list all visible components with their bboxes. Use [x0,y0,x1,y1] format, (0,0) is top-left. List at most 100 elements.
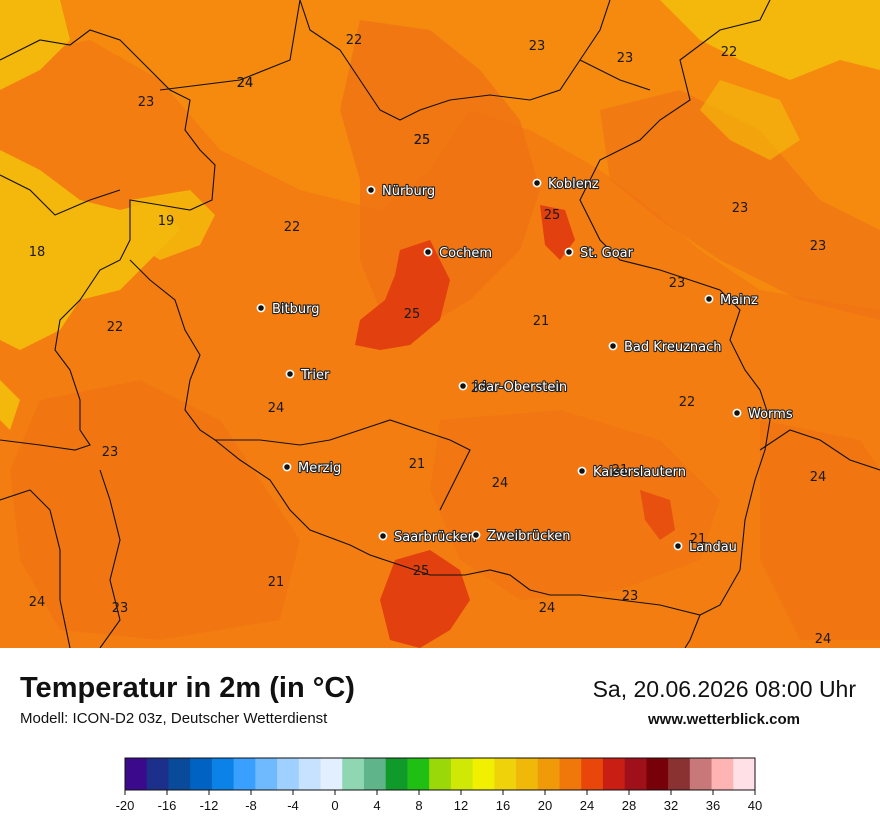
temperature-value: 23 [102,445,119,460]
temperature-value: 25 [413,564,430,579]
legend-tick-label: 32 [664,798,678,813]
legend-swatch [516,758,539,790]
temperature-value: 25 [414,133,431,148]
temperature-map: Nürburg Koblenz Cochem St. Goar Bitburg Mainz… [0,0,880,648]
legend-tick-label: -16 [158,798,177,813]
legend-swatches [124,757,756,791]
city-label: Bitburg [272,302,320,317]
legend-swatch [450,758,474,790]
city-label: Kaiserslautern [593,465,686,480]
legend-border [124,757,756,791]
temperature-value: 21 [690,532,707,547]
legend-tick-label: -20 [116,798,135,813]
city-label: Idar-Oberstein [474,380,567,395]
page-title: Temperatur in 2m (in °C) [20,672,355,704]
temperature-value: 22 [346,33,363,48]
city-label: Worms [748,407,793,422]
website-link[interactable]: www.wetterblick.com [648,711,800,728]
city-label: Bad Kreuznach [624,340,722,355]
temperature-value: 24 [29,595,46,610]
legend-swatch [255,758,278,790]
temperature-value: 24 [492,476,509,491]
legend-swatch [668,758,691,790]
model-source: Modell: ICON-D2 03z, Deutscher Wetterdie… [20,710,328,727]
color-legend: -20 -16 -12 -8 -4 0 4 8 12 16 20 24 28 32 36 40 [116,757,762,813]
legend-swatch [581,758,604,790]
legend-tick-label: 16 [496,798,510,813]
legend-swatch [494,758,517,790]
city-dot [564,247,574,257]
temperature-value: 23 [810,239,827,254]
city-label: Trier [300,368,330,383]
legend-tick-label: -12 [200,798,219,813]
city-dot [732,408,742,418]
temperature-value: 25 [404,307,421,322]
city-label: Koblenz [548,177,599,192]
city-dot [366,185,376,195]
legend-swatch [320,758,343,790]
temperature-labels: 22 23 23 22 24 23 25 23 19 18 22 25 23 23 22 25 21 23 24 22… [29,33,832,647]
temperature-value: 23 [112,601,129,616]
temperature-value: 22 [284,220,301,235]
legend-swatch [363,758,387,790]
temperature-value: 24 [815,632,832,647]
legend-swatch [146,758,169,790]
legend-swatch [211,758,235,790]
legend-swatch [559,758,582,790]
city-dot [608,341,618,351]
legend-swatch [233,758,256,790]
temperature-value: 21 [409,457,426,472]
temperature-value: 24 [810,470,827,485]
temperature-value: 23 [622,589,639,604]
city-dot [471,530,481,540]
temperature-value: 23 [471,381,488,396]
city-dot [256,303,266,313]
city-dot [458,381,468,391]
temperature-value: 22 [721,45,738,60]
borders [0,0,880,648]
temperature-value: 25 [414,133,431,148]
temperature-value: 23 [732,201,749,216]
legend-tick-label: 0 [331,798,338,813]
temperature-value: 23 [138,95,155,110]
temperature-value: 23 [669,276,686,291]
temperature-value: 24 [237,76,254,91]
legend-swatch [733,758,756,790]
city-label: Landau [689,540,737,555]
legend-tick-label: 8 [415,798,422,813]
legend-swatch [537,758,560,790]
city-dot [285,369,295,379]
city-dot [423,247,433,257]
legend-swatch [298,758,322,790]
legend-swatch [385,758,408,790]
legend-tick-label: 4 [373,798,380,813]
temperature-value: 18 [29,245,46,260]
temperature-value: 24 [237,76,254,91]
temperature-value: 19 [158,214,175,229]
city-dot [532,178,542,188]
legend-tick-label: -4 [287,798,299,813]
city-label: Cochem [439,246,492,261]
temperature-value: 21 [268,575,285,590]
legend-swatch [711,758,734,790]
city-markers: Nürburg Koblenz Cochem St. Goar Bitburg Mainz… [256,176,794,556]
city-label: St. Goar [580,246,634,261]
temperature-value: 23 [617,51,634,66]
legend-tick-label: 12 [454,798,468,813]
legend-swatch [472,758,495,790]
city-label: Mainz [720,293,758,308]
temperature-value: 21 [612,463,629,478]
city-dot [282,462,292,472]
legend-swatch [429,758,452,790]
temperature-value: 24 [268,401,285,416]
legend-swatch [190,758,213,790]
legend-swatch [624,758,647,790]
legend-swatch [407,758,430,790]
legend-swatch [168,758,191,790]
legend-swatch [689,758,713,790]
temperature-value: 22 [679,395,696,410]
forecast-datetime: Sa, 20.06.2026 08:00 Uhr [592,676,856,702]
city-label: Nürburg [382,184,435,199]
legend-swatch [277,758,300,790]
city-dot [378,531,388,541]
